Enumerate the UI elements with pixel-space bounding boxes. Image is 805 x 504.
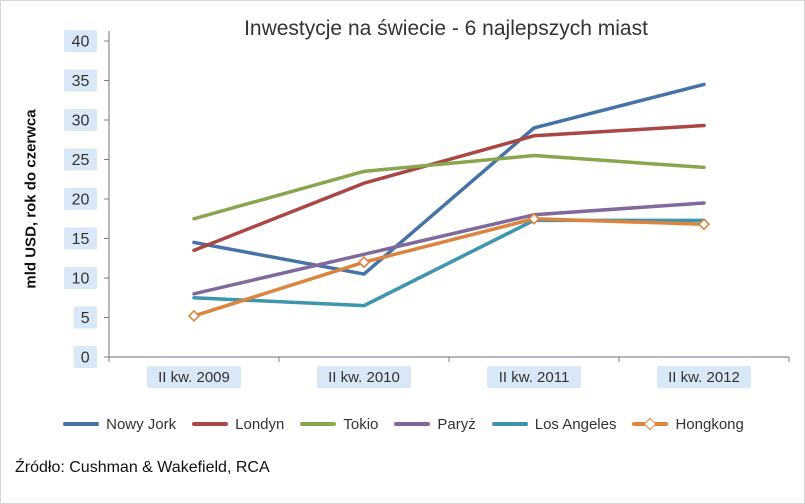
legend-item: Los Angeles [491, 415, 617, 433]
svg-text:30: 30 [72, 113, 90, 130]
svg-text:II kw. 2011: II kw. 2011 [499, 369, 570, 386]
legend-swatch [491, 422, 528, 426]
diamond-marker [644, 417, 657, 431]
legend: Nowy Jork Londyn Tokio Paryż Los Angeles… [1, 409, 804, 439]
legend-swatch [632, 417, 669, 431]
legend-label: Paryż [437, 415, 476, 433]
legend-label: Nowy Jork [106, 415, 177, 433]
source-text: Źródło: Cushman & Wakefield, RCA [15, 459, 270, 476]
legend-label: Hongkong [675, 415, 744, 433]
svg-text:II kw. 2009: II kw. 2009 [158, 369, 230, 386]
legend-swatch [394, 422, 431, 426]
svg-text:15: 15 [72, 231, 90, 248]
svg-text:II kw. 2012: II kw. 2012 [668, 369, 740, 386]
svg-text:0: 0 [81, 350, 90, 367]
legend-label: Tokio [343, 415, 379, 433]
legend-swatch [192, 422, 229, 426]
legend-label: Los Angeles [534, 415, 617, 433]
legend-swatch [63, 422, 100, 426]
svg-text:20: 20 [72, 192, 90, 209]
legend-item: Paryż [394, 415, 476, 433]
svg-text:25: 25 [72, 152, 90, 169]
legend-swatch [300, 422, 337, 426]
chart-svg: 0 5 10 15 20 25 30 35 40 II kw. 2009 II kw. 2010 II… [64, 30, 790, 388]
legend-label: Londyn [235, 415, 285, 433]
svg-text:10: 10 [72, 271, 90, 288]
svg-text:35: 35 [72, 73, 90, 90]
legend-item: Hongkong [632, 415, 744, 433]
legend-item: Tokio [300, 416, 378, 433]
svg-text:40: 40 [72, 34, 90, 51]
legend-item: Nowy Jork [63, 416, 176, 433]
chart-title: Inwestycje na świecie - 6 najlepszych mi… [244, 17, 648, 40]
legend-item: Londyn [192, 416, 284, 433]
svg-text:II kw. 2010: II kw. 2010 [328, 369, 400, 386]
svg-text:5: 5 [81, 310, 90, 327]
